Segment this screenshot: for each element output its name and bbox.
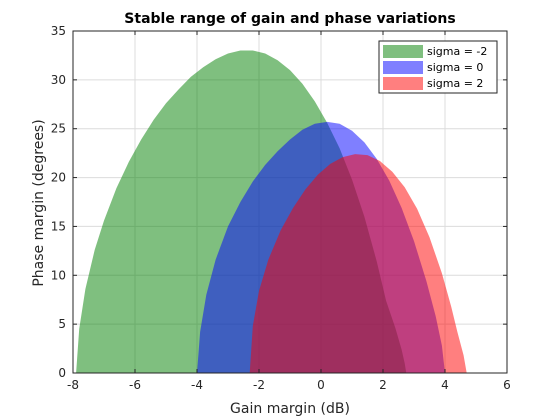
axes-frame bbox=[72, 30, 508, 374]
chart-title: Stable range of gain and phase variation… bbox=[124, 11, 455, 27]
x-axis-label: Gain margin (dB) bbox=[230, 401, 350, 417]
y-tick-label: 10 bbox=[51, 268, 66, 282]
y-tick-label: 30 bbox=[51, 73, 66, 87]
x-tick-label: -6 bbox=[129, 378, 141, 392]
legend-label-3: sigma = 2 bbox=[427, 77, 483, 90]
tick-labels: -8 -6 -4 -2 0 2 4 6 0 5 10 15 20 25 30 35 bbox=[51, 24, 511, 392]
x-tick-label: -2 bbox=[253, 378, 265, 392]
y-tick-label: 25 bbox=[51, 122, 66, 136]
legend: sigma = -2 sigma = 0 sigma = 2 bbox=[378, 40, 498, 94]
legend-swatch-1 bbox=[383, 45, 423, 58]
y-tick-label: 0 bbox=[58, 366, 66, 380]
legend-label-1: sigma = -2 bbox=[427, 45, 487, 58]
series-area-3 bbox=[249, 154, 467, 373]
y-axis-label: Phase margin (degrees) bbox=[31, 119, 47, 286]
axes-box bbox=[72, 30, 508, 374]
x-tick-label: 2 bbox=[379, 378, 387, 392]
x-tick-label: -8 bbox=[67, 378, 79, 392]
x-tick-label: 0 bbox=[317, 378, 325, 392]
y-tick-label: 20 bbox=[51, 171, 66, 185]
y-tick-label: 15 bbox=[51, 219, 66, 233]
y-tick-label: 35 bbox=[51, 24, 66, 38]
x-tick-label: -4 bbox=[191, 378, 203, 392]
x-tick-label: 6 bbox=[503, 378, 511, 392]
legend-label-2: sigma = 0 bbox=[427, 61, 483, 74]
y-tick-label: 5 bbox=[58, 317, 66, 331]
legend-swatch-3 bbox=[383, 77, 423, 90]
legend-swatch-2 bbox=[383, 61, 423, 74]
x-tick-label: 4 bbox=[441, 378, 449, 392]
series-group bbox=[76, 50, 467, 374]
